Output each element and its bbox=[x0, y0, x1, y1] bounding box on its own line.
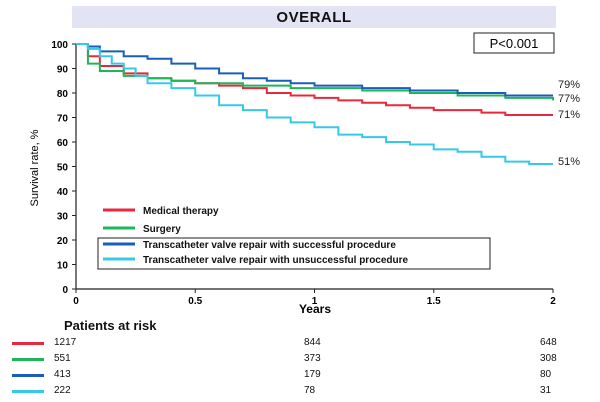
x-axis-label: Years bbox=[299, 302, 331, 316]
x-tick-label: 2 bbox=[550, 296, 556, 307]
end-label-2: 77% bbox=[558, 93, 580, 105]
legend-label-2: Surgery bbox=[143, 224, 181, 235]
y-tick-label: 60 bbox=[57, 138, 69, 149]
risk-cell: 551 bbox=[54, 353, 71, 364]
y-tick-label: 20 bbox=[57, 236, 69, 247]
legend-label-3: Transcatheter valve repair with successf… bbox=[143, 240, 396, 251]
chart-legend: Medical therapy Surgery Transcatheter valv… bbox=[97, 206, 491, 270]
y-tick-label: 10 bbox=[57, 261, 69, 272]
risk-cell: 308 bbox=[540, 353, 557, 364]
pvalue-label: P<0.001 bbox=[490, 36, 539, 51]
chart-end-labels: 71% 77% 79% 51% bbox=[558, 79, 580, 168]
risk-row-swatch bbox=[12, 390, 44, 393]
y-tick-label: 80 bbox=[57, 89, 69, 100]
y-tick-label: 70 bbox=[57, 114, 69, 125]
risk-row: 413 179 80 bbox=[0, 367, 600, 385]
legend-label-4: Transcatheter valve repair with unsucces… bbox=[143, 255, 409, 266]
pvalue-box bbox=[473, 32, 555, 54]
end-label-1: 71% bbox=[558, 109, 580, 121]
y-tick-label: 90 bbox=[57, 65, 69, 76]
risk-cell: 1217 bbox=[54, 337, 77, 348]
series-line-2 bbox=[76, 43, 554, 101]
y-tick-label: 50 bbox=[57, 163, 69, 174]
risk-cell: 413 bbox=[54, 369, 71, 380]
x-tick-label: 0.5 bbox=[188, 296, 202, 307]
risk-table-title: Patients at risk bbox=[64, 318, 157, 333]
y-axis-label: Survival rate, % bbox=[29, 129, 41, 206]
series-line-4 bbox=[76, 43, 553, 166]
chart-title-banner: OVERALL bbox=[72, 6, 556, 28]
x-tick-label: 0 bbox=[73, 296, 79, 307]
end-label-4: 51% bbox=[558, 156, 580, 168]
risk-cell: 844 bbox=[304, 337, 321, 348]
end-label-3: 79% bbox=[558, 79, 580, 91]
risk-cell: 179 bbox=[304, 369, 321, 380]
y-tick-label: 0 bbox=[62, 285, 68, 296]
risk-row: 1217 844 648 bbox=[0, 335, 600, 353]
risk-row: 222 78 31 bbox=[0, 383, 600, 401]
y-tick-label: 30 bbox=[57, 212, 69, 223]
risk-cell: 78 bbox=[304, 385, 316, 396]
legend-label-1: Medical therapy bbox=[143, 206, 219, 217]
x-tick-label: 1 bbox=[312, 296, 318, 307]
risk-row: 551 373 308 bbox=[0, 351, 600, 369]
chart-lines bbox=[76, 43, 554, 166]
risk-cell: 31 bbox=[540, 385, 552, 396]
risk-row-swatch bbox=[12, 374, 44, 377]
risk-cell: 373 bbox=[304, 353, 321, 364]
chart-axes: 0 10 20 30 40 50 60 70 80 90 100 0 0.5 1 1.5 2 bbox=[51, 40, 556, 307]
risk-row-swatch bbox=[12, 358, 44, 361]
risk-cell: 80 bbox=[540, 369, 552, 380]
y-tick-label: 100 bbox=[51, 40, 68, 51]
risk-cell: 222 bbox=[54, 385, 71, 396]
series-line-3 bbox=[76, 43, 553, 97]
legend-box bbox=[97, 237, 491, 270]
y-tick-label: 40 bbox=[57, 187, 69, 198]
chart-title: OVERALL bbox=[276, 8, 352, 26]
risk-row-swatch bbox=[12, 342, 44, 345]
x-tick-label: 1.5 bbox=[427, 296, 441, 307]
risk-cell: 648 bbox=[540, 337, 557, 348]
